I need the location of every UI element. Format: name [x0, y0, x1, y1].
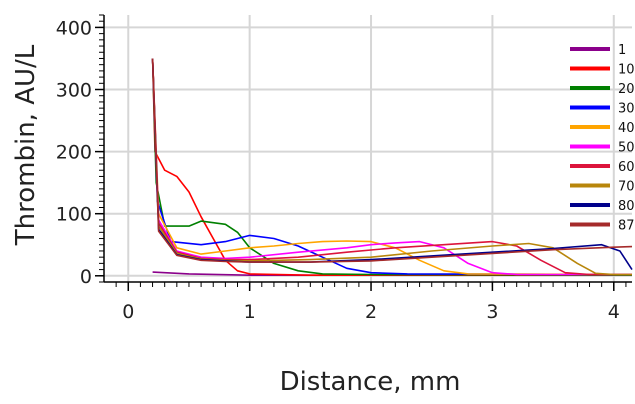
x-tick-label: 2 [365, 301, 377, 323]
legend-label-70: 70 [618, 180, 635, 195]
legend-label-60: 60 [618, 160, 635, 175]
y-tick-label: 100 [56, 204, 92, 226]
y-tick-label: 400 [56, 17, 92, 39]
series-line-50 [151, 58, 632, 276]
series-layer [151, 58, 633, 276]
y-tick-label: 300 [56, 80, 92, 102]
series-line-70 [151, 58, 632, 276]
legend-label-30: 30 [618, 102, 635, 117]
legend-label-50: 50 [618, 141, 635, 156]
x-tick-label: 3 [486, 301, 498, 323]
legend-label-10: 10 [618, 63, 635, 78]
legend-label-87: 87 [618, 219, 635, 234]
legend-label-40: 40 [618, 121, 635, 136]
series-line-10 [151, 58, 632, 276]
series-line-40 [151, 58, 633, 276]
legend-label-80: 80 [618, 199, 635, 214]
axes [103, 15, 632, 283]
ticks: 0 1 2 3 4 0 100 200 300 400 [56, 14, 627, 323]
legend-label-1: 1 [618, 43, 626, 58]
legend-label-20: 20 [618, 82, 635, 97]
x-axis-title: Distance, mm [280, 367, 461, 397]
x-tick-label: 0 [122, 301, 134, 323]
series-line-60 [151, 58, 632, 276]
y-tick-label: 0 [80, 266, 92, 288]
x-tick-label: 1 [244, 301, 256, 323]
y-axis-title: Thrombin, AU/L [11, 44, 41, 246]
y-tick-label: 200 [56, 142, 92, 164]
series-line-87 [151, 58, 633, 263]
legend: 1 10 20 30 40 50 60 70 80 87 [570, 43, 635, 234]
x-tick-label: 4 [608, 301, 620, 323]
